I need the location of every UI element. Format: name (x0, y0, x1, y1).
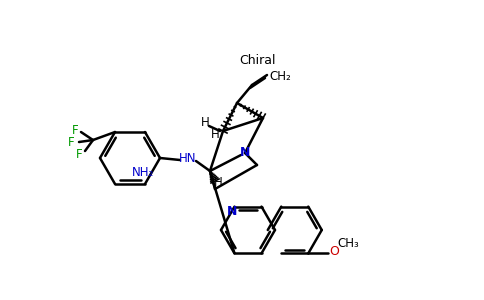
Text: N: N (227, 205, 238, 218)
Text: N: N (240, 146, 250, 160)
Text: H: H (201, 116, 210, 130)
Text: Chiral: Chiral (239, 55, 275, 68)
Text: F: F (68, 136, 75, 148)
Text: H: H (213, 176, 222, 190)
Text: CH₂: CH₂ (269, 70, 291, 83)
Text: HN: HN (179, 152, 197, 166)
Text: F: F (72, 124, 78, 136)
Text: NH₂: NH₂ (132, 167, 154, 179)
Text: O: O (329, 245, 339, 258)
Text: F: F (76, 148, 82, 160)
Text: H: H (211, 128, 219, 140)
Text: CH₃: CH₃ (337, 237, 359, 250)
